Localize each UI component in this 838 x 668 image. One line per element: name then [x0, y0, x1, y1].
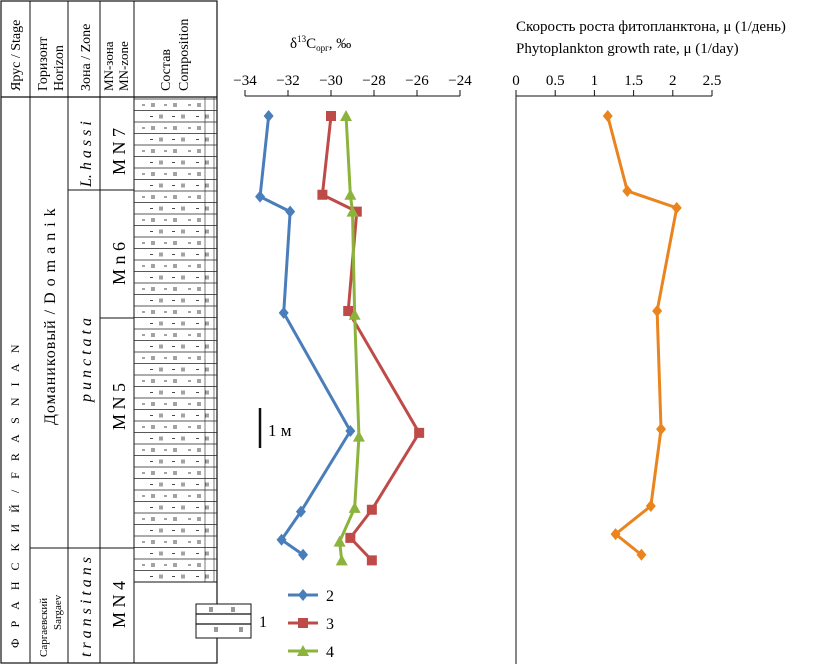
- d13c-data-point: [317, 189, 328, 200]
- d13c-data-point: [278, 306, 289, 319]
- growth-data-point: [671, 201, 682, 214]
- d13c-axis: −34 −32 −30 −28 −26 −24 δ13Cорг, ‰: [233, 34, 472, 97]
- legend-key-4: 4: [326, 644, 334, 661]
- horizon-domanik: Доманиковый / D o m a n i k: [42, 207, 59, 425]
- legend-lithology-swatch: [195, 603, 252, 639]
- d13c-data-point: [340, 110, 353, 121]
- d13c-data-point: [344, 188, 357, 200]
- legend-marker-3: [298, 618, 308, 628]
- growth-tick-label: 0.5: [546, 73, 565, 89]
- growth-tick-label: 2.5: [703, 73, 722, 89]
- d13c-series-line-3: [320, 115, 421, 562]
- mn5-label: M N 5: [109, 383, 129, 430]
- d13c-data-point: [346, 205, 359, 217]
- d13c-data-point: [348, 501, 361, 513]
- growth-data-point: [656, 423, 667, 436]
- growth-tick-label: 1.5: [624, 73, 643, 89]
- zone-transitans: t r a n s i t a n s: [78, 557, 95, 657]
- growth-axis-title-en: Phytoplankton growth rate, μ (1/day): [516, 41, 739, 57]
- strat-column: [0, 0, 218, 664]
- growth-series-line-0: [606, 115, 679, 556]
- d13c-data-point: [255, 190, 266, 203]
- d13c-data-point: [276, 533, 287, 546]
- d13c-tick-label: −26: [405, 73, 429, 89]
- d13c-series: [255, 110, 425, 566]
- column-frame: [0, 0, 218, 664]
- legend-key-1: 1: [259, 614, 267, 631]
- d13c-axis-title: δ13Cорг, ‰: [290, 34, 351, 53]
- d13c-data-point: [345, 425, 356, 437]
- growth-tick-label: 2: [669, 73, 677, 89]
- legend-marker-4: [297, 645, 309, 656]
- d13c-data-point: [298, 548, 309, 561]
- growth-data-point: [602, 110, 613, 122]
- mn7-label: M N 7: [109, 128, 129, 175]
- growth-axis-title-ru: Скорость роста фитопланктона, μ (1/день): [516, 19, 786, 35]
- zone-header: Зона / Zone: [79, 24, 94, 91]
- horizon-header-ru: Горизонт: [36, 37, 51, 91]
- composition-header-ru: Состав: [159, 49, 174, 91]
- d13c-tick-label: −28: [362, 73, 385, 89]
- stage-label: Ф Р А Н С К И Й / F R A S N I A N: [8, 340, 22, 648]
- horizon-sargaev-ru: Саргаевский: [38, 598, 50, 657]
- lithology-pattern: [134, 97, 217, 582]
- d13c-tick-label: −30: [319, 73, 342, 89]
- legend: 1 2 3 4: [195, 588, 334, 661]
- zone-punctata: p u n c t a t a: [78, 318, 95, 403]
- d13c-tick-label: −24: [448, 73, 472, 89]
- legend-key-2: 2: [326, 588, 334, 605]
- d13c-data-point: [414, 427, 425, 438]
- growth-series: [602, 110, 682, 561]
- d13c-data-point: [366, 504, 377, 515]
- d13c-data-point: [345, 532, 356, 543]
- d13c-data-point: [295, 505, 306, 518]
- d13c-data-point: [326, 111, 336, 121]
- d13c-tick-label: −34: [233, 73, 257, 89]
- d13c-data-point: [335, 554, 348, 566]
- growth-data-point: [622, 185, 633, 197]
- stage-header: Ярус / Stage: [9, 20, 24, 91]
- growth-data-point: [610, 528, 621, 541]
- d13c-data-point: [351, 206, 362, 217]
- d13c-data-point: [366, 555, 377, 566]
- growth-axis: 0 0.5 1 1.5 2 2.5 Скорость роста фитопланктон…: [512, 19, 786, 664]
- d13c-data-point: [352, 430, 365, 442]
- horizon-sargaev-en: Sargaev: [52, 594, 64, 630]
- d13c-tick-label: −32: [276, 73, 299, 89]
- mnzone-header-ru: MN-зона: [101, 41, 116, 91]
- d13c-data-point: [333, 535, 346, 547]
- d13c-data-point: [263, 110, 274, 122]
- growth-data-point: [645, 500, 656, 512]
- growth-data-point: [636, 548, 647, 561]
- scale-bar-label: 1 м: [268, 421, 292, 440]
- d13c-data-point: [343, 306, 354, 316]
- growth-tick-label: 0: [512, 73, 520, 89]
- mn4-label: M N 4: [109, 581, 129, 628]
- d13c-series-line-2: [258, 115, 352, 556]
- composition-header-en: Composition: [177, 19, 192, 91]
- d13c-data-point: [348, 308, 361, 320]
- mn6-label: M n 6: [109, 242, 129, 285]
- legend-key-3: 3: [326, 616, 334, 633]
- legend-marker-2: [298, 589, 308, 601]
- d13c-series-line-4: [338, 115, 361, 561]
- horizon-header-en: Horizon: [52, 45, 67, 91]
- growth-data-point: [652, 305, 663, 317]
- zone-l-hassi: L. h a s s i: [78, 121, 95, 188]
- growth-tick-label: 1: [591, 73, 599, 89]
- d13c-data-point: [285, 205, 296, 218]
- legend-swatch-frame: [195, 603, 252, 639]
- mnzone-header-en: MN-zone: [116, 41, 131, 91]
